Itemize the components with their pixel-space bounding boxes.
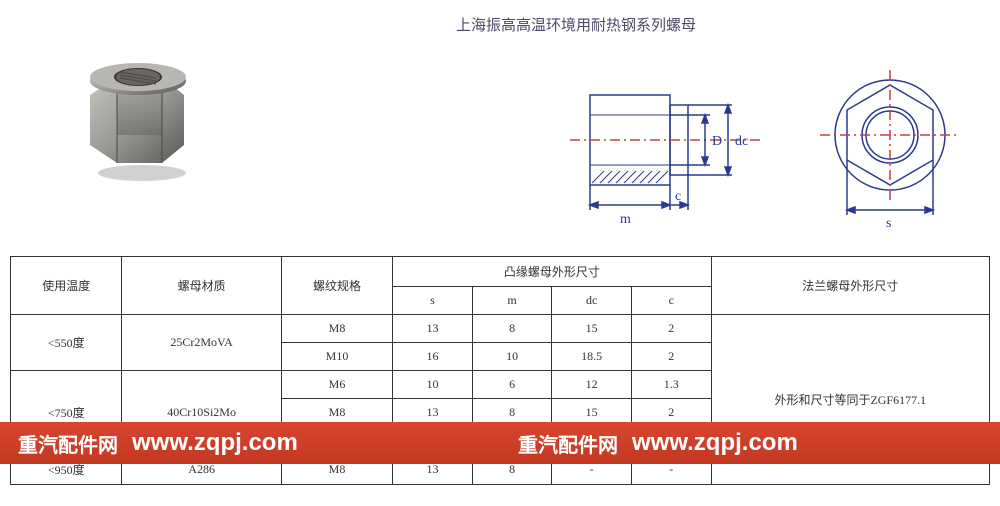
- dim-label-m: m: [620, 212, 631, 227]
- watermark-label: 重汽配件网: [18, 429, 118, 458]
- cell-spec: M8: [281, 315, 392, 343]
- col-header-flange-group: 凸缘螺母外形尺寸: [393, 257, 711, 287]
- watermark-label: 重汽配件网: [518, 429, 618, 458]
- watermark-url: www.zqpj.com: [632, 429, 798, 457]
- cell-c: 2: [631, 343, 711, 371]
- col-sub-s: s: [393, 287, 473, 315]
- cell-s: 10: [393, 371, 473, 399]
- col-header-material: 螺母材质: [122, 257, 281, 315]
- cell-spec: M10: [281, 343, 392, 371]
- cell-material: 25Cr2MoVA: [122, 315, 281, 371]
- cell-m: 8: [472, 315, 552, 343]
- watermark-bar: 重汽配件网 www.zqpj.com 重汽配件网 www.zqpj.com: [0, 422, 1000, 464]
- diagram-front-view: s: [810, 55, 980, 240]
- col-header-temp: 使用温度: [11, 257, 122, 315]
- watermark-left: 重汽配件网 www.zqpj.com: [0, 422, 500, 464]
- cell-s: 16: [393, 343, 473, 371]
- col-header-flange-nut: 法兰螺母外形尺寸: [711, 257, 989, 315]
- nut-photo: [72, 55, 204, 185]
- cell-c: 2: [631, 315, 711, 343]
- cell-dc: 15: [552, 315, 632, 343]
- cell-temp: <550度: [11, 315, 122, 371]
- table-row: <550度 25Cr2MoVA M8 13 8 15 2 外形和尺寸等同于ZGF…: [11, 315, 990, 343]
- dim-label-c: c: [675, 189, 681, 204]
- cell-c: 1.3: [631, 371, 711, 399]
- col-header-thread: 螺纹规格: [281, 257, 392, 315]
- cell-dc: 18.5: [552, 343, 632, 371]
- diagram-side-view: D dc m c: [560, 55, 770, 240]
- col-sub-c: c: [631, 287, 711, 315]
- col-sub-m: m: [472, 287, 552, 315]
- watermark-url: www.zqpj.com: [132, 429, 298, 457]
- cell-m: 6: [472, 371, 552, 399]
- watermark-right: 重汽配件网 www.zqpj.com: [500, 422, 1000, 464]
- cell-s: 13: [393, 315, 473, 343]
- col-sub-dc: dc: [552, 287, 632, 315]
- page-title: 上海振高高温环境用耐热钢系列螺母: [456, 14, 696, 35]
- cell-spec: M6: [281, 371, 392, 399]
- dim-label-D: D: [712, 134, 722, 149]
- cell-m: 10: [472, 343, 552, 371]
- dim-label-dc: dc: [735, 134, 748, 149]
- table-header-row: 使用温度 螺母材质 螺纹规格 凸缘螺母外形尺寸 法兰螺母外形尺寸: [11, 257, 990, 287]
- dim-label-s: s: [886, 216, 891, 231]
- cell-dc: 12: [552, 371, 632, 399]
